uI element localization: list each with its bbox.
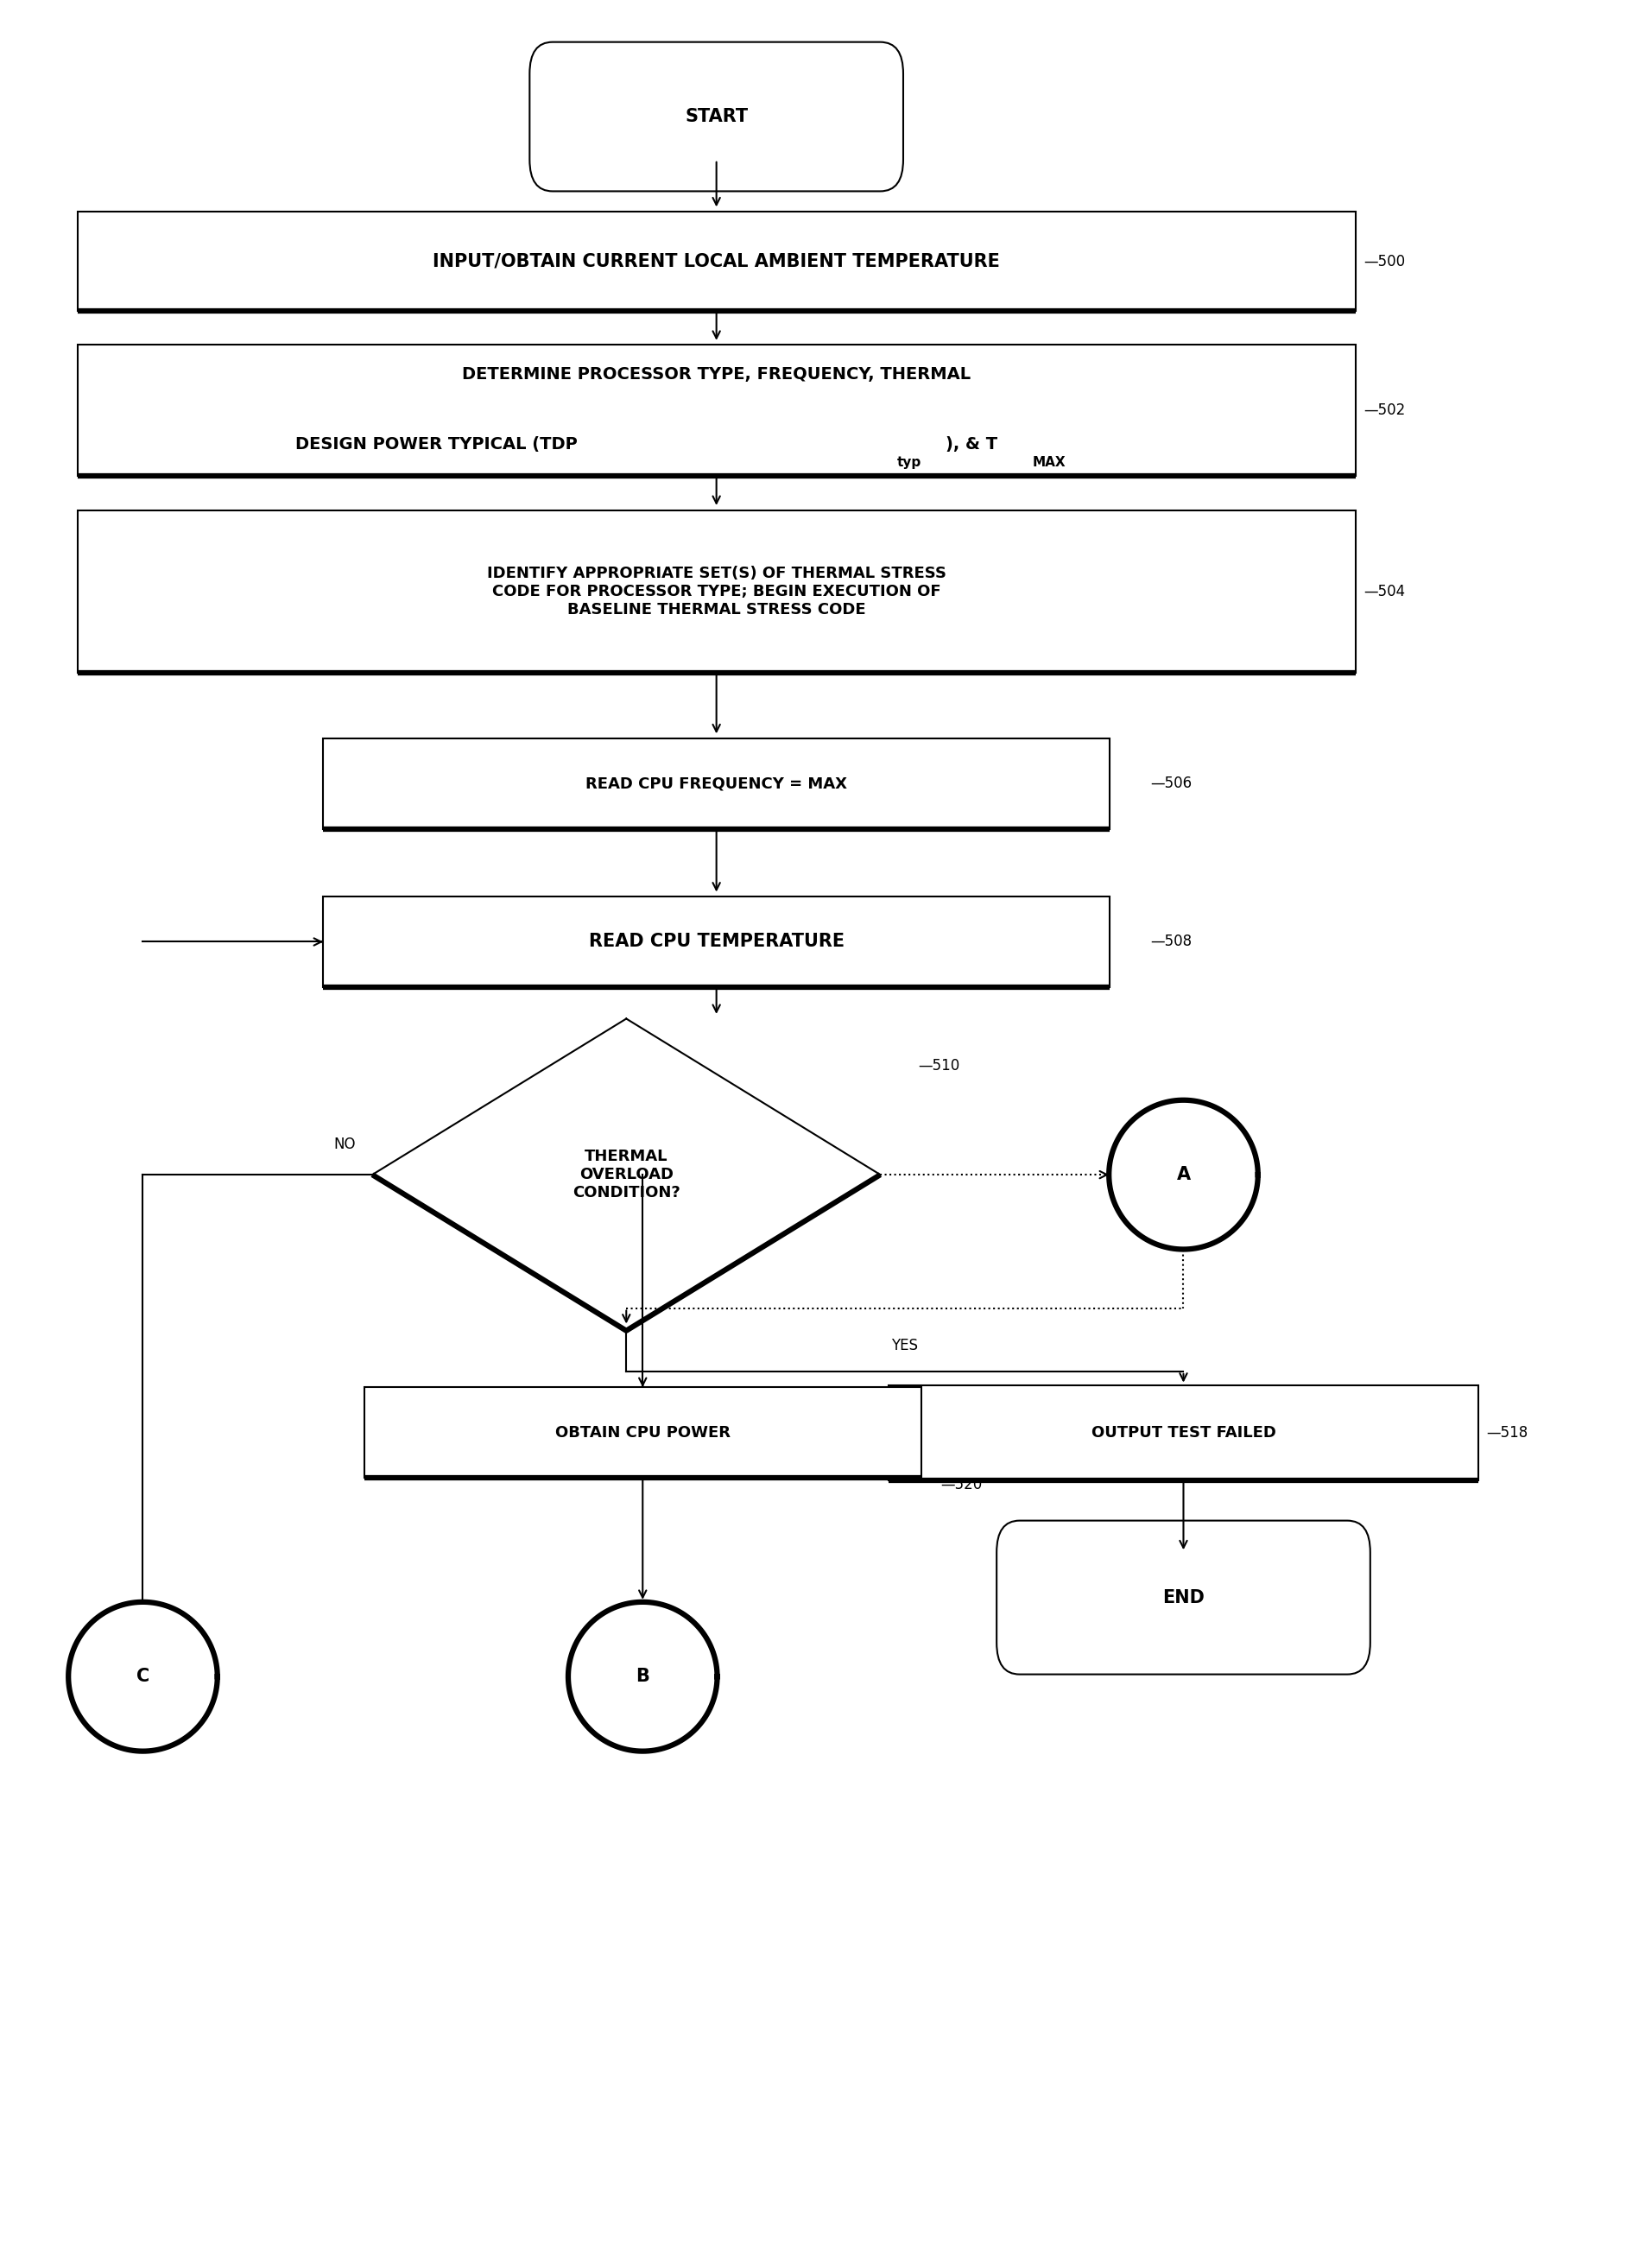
Text: START: START [684, 109, 747, 125]
Text: —508: —508 [1150, 934, 1191, 950]
Polygon shape [69, 1601, 217, 1751]
Polygon shape [1109, 1100, 1257, 1250]
FancyBboxPatch shape [364, 1388, 921, 1479]
FancyBboxPatch shape [77, 211, 1355, 311]
Text: C: C [137, 1667, 150, 1685]
FancyBboxPatch shape [997, 1520, 1370, 1674]
Text: NO: NO [334, 1136, 355, 1152]
Text: A: A [1176, 1166, 1189, 1184]
Text: END: END [1161, 1590, 1204, 1606]
FancyBboxPatch shape [322, 739, 1109, 828]
Text: B: B [635, 1667, 650, 1685]
Text: READ CPU FREQUENCY = MAX: READ CPU FREQUENCY = MAX [586, 776, 847, 792]
Text: —504: —504 [1364, 583, 1405, 599]
Text: INPUT/OBTAIN CURRENT LOCAL AMBIENT TEMPERATURE: INPUT/OBTAIN CURRENT LOCAL AMBIENT TEMPE… [433, 252, 1000, 270]
Text: OUTPUT TEST FAILED: OUTPUT TEST FAILED [1091, 1424, 1275, 1440]
FancyBboxPatch shape [888, 1386, 1477, 1481]
Text: MAX: MAX [1031, 456, 1066, 469]
Text: —500: —500 [1364, 254, 1405, 270]
Text: DESIGN POWER TYPICAL (TDP        ), & T: DESIGN POWER TYPICAL (TDP ), & T [502, 435, 929, 454]
Text: —520: —520 [941, 1476, 982, 1492]
Text: OBTAIN CPU POWER: OBTAIN CPU POWER [554, 1424, 730, 1440]
Text: READ CPU TEMPERATURE: READ CPU TEMPERATURE [589, 932, 844, 950]
FancyBboxPatch shape [77, 510, 1355, 674]
Text: —510: —510 [918, 1059, 959, 1075]
Text: —502: —502 [1364, 404, 1405, 417]
Text: —506: —506 [1150, 776, 1191, 792]
Text: typ: typ [897, 456, 921, 469]
FancyBboxPatch shape [77, 345, 1355, 476]
Text: ), & T: ), & T [946, 435, 997, 454]
Text: DESIGN POWER TYPICAL (TDP: DESIGN POWER TYPICAL (TDP [294, 435, 577, 454]
Polygon shape [568, 1601, 717, 1751]
Text: —518: —518 [1485, 1424, 1528, 1440]
Text: YES: YES [892, 1338, 918, 1354]
Text: THERMAL
OVERLOAD
CONDITION?: THERMAL OVERLOAD CONDITION? [572, 1150, 679, 1200]
Text: DETERMINE PROCESSOR TYPE, FREQUENCY, THERMAL: DETERMINE PROCESSOR TYPE, FREQUENCY, THE… [462, 365, 971, 383]
FancyBboxPatch shape [322, 896, 1109, 987]
FancyBboxPatch shape [530, 43, 903, 191]
Text: IDENTIFY APPROPRIATE SET(S) OF THERMAL STRESS
CODE FOR PROCESSOR TYPE; BEGIN EXE: IDENTIFY APPROPRIATE SET(S) OF THERMAL S… [487, 565, 946, 617]
